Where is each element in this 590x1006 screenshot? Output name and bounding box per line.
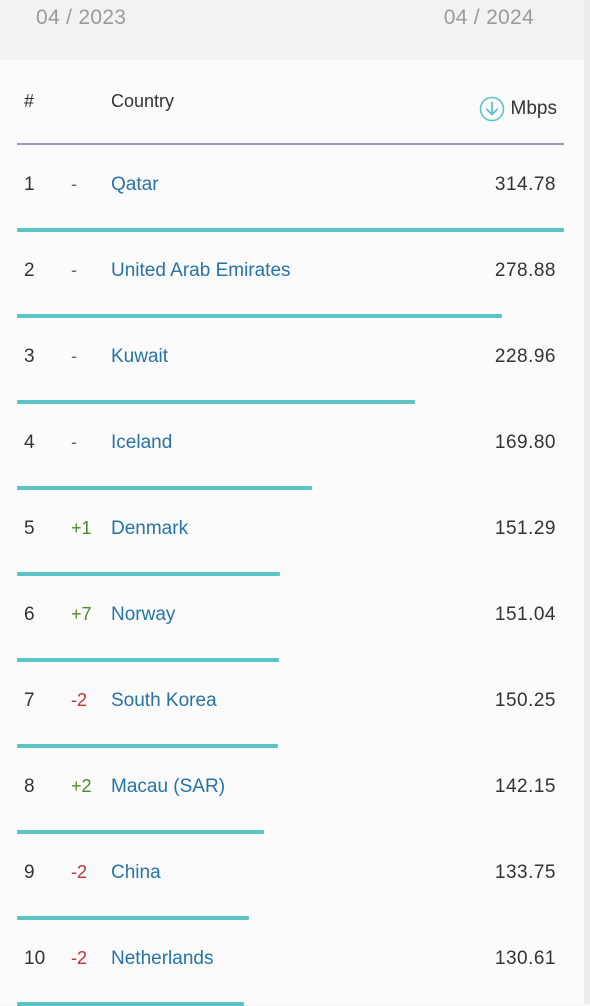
table-row[interactable]: 6 +7 Norway 151.04 — [0, 576, 584, 662]
row-speed-bar — [17, 572, 280, 576]
row-rank: 7 — [24, 690, 35, 711]
date-range: 04 / 2023 04 / 2024 — [36, 6, 534, 30]
row-rank: 4 — [24, 432, 35, 453]
row-speed-value: 278.88 — [494, 260, 556, 281]
header-rank: # — [24, 91, 35, 111]
row-rank: 10 — [24, 948, 46, 969]
header-speed-label: Mbps — [510, 98, 557, 119]
row-country-link[interactable]: Denmark — [111, 518, 189, 539]
row-country-link[interactable]: Qatar — [111, 174, 159, 195]
row-speed-bar — [17, 658, 279, 662]
row-rank-change: +2 — [71, 776, 92, 796]
row-rank-change: -2 — [71, 862, 88, 882]
row-country-link[interactable]: Macau (SAR) — [111, 776, 226, 797]
download-arrow-circle-icon — [479, 96, 504, 122]
row-rank-change: - — [71, 174, 77, 194]
row-rank: 9 — [24, 862, 35, 883]
row-country-link[interactable]: South Korea — [111, 690, 217, 711]
row-rank-change: - — [71, 432, 77, 452]
row-rank: 1 — [24, 174, 35, 195]
table-row[interactable]: 3 - Kuwait 228.96 — [0, 318, 584, 404]
table-row[interactable]: 8 +2 Macau (SAR) 142.15 — [0, 748, 584, 834]
row-rank: 6 — [24, 604, 35, 625]
row-speed-bar — [17, 314, 502, 318]
row-speed-value: 314.78 — [494, 174, 556, 195]
row-speed-bar — [17, 744, 278, 748]
table-row[interactable]: 4 - Iceland 169.80 — [0, 404, 584, 490]
row-rank: 8 — [24, 776, 35, 797]
table-row[interactable]: 9 -2 China 133.75 — [0, 834, 584, 920]
table-row[interactable]: 2 - United Arab Emirates 278.88 — [0, 232, 584, 318]
row-rank-change: - — [71, 346, 77, 366]
row-speed-bar — [17, 1002, 244, 1006]
row-speed-value: 142.15 — [494, 776, 556, 797]
date-range-start[interactable]: 04 / 2023 — [36, 6, 127, 29]
row-speed-value: 133.75 — [494, 862, 556, 883]
row-speed-value: 169.80 — [494, 432, 556, 453]
row-speed-bar — [17, 830, 264, 834]
row-speed-bar — [17, 916, 249, 920]
header-speed: Mbps — [479, 96, 557, 122]
row-speed-value: 150.25 — [494, 690, 556, 711]
row-rank-change: +1 — [71, 518, 92, 538]
ranking-table: # Country Mbps 1 - Qatar 314.78 2 - United Ara… — [0, 60, 584, 1006]
row-speed-value: 130.61 — [494, 948, 556, 969]
row-rank-change: -2 — [71, 948, 88, 968]
row-rank: 5 — [24, 518, 35, 539]
row-speed-value: 228.96 — [494, 346, 556, 367]
header-country: Country — [111, 91, 175, 111]
row-rank-change: +7 — [71, 604, 92, 624]
row-rank-change: -2 — [71, 690, 88, 710]
row-country-link[interactable]: United Arab Emirates — [111, 260, 291, 281]
row-speed-value: 151.04 — [494, 604, 556, 625]
row-country-link[interactable]: Netherlands — [111, 948, 214, 969]
row-country-link[interactable]: Norway — [111, 604, 176, 625]
row-country-link[interactable]: Kuwait — [111, 346, 169, 367]
row-rank-change: - — [71, 260, 77, 280]
row-speed-value: 151.29 — [494, 518, 556, 539]
row-rank: 3 — [24, 346, 35, 367]
table-row[interactable]: 7 -2 South Korea 150.25 — [0, 662, 584, 748]
date-range-band: 04 / 2023 04 / 2024 — [0, 0, 584, 60]
table-header: # Country Mbps — [17, 60, 564, 145]
row-speed-bar — [17, 228, 564, 232]
row-speed-bar — [17, 486, 312, 490]
scrollbar-track[interactable] — [584, 0, 590, 1004]
row-rank: 2 — [24, 260, 35, 281]
table-row[interactable]: 1 - Qatar 314.78 — [0, 146, 584, 232]
date-range-end[interactable]: 04 / 2024 — [443, 6, 534, 29]
row-country-link[interactable]: Iceland — [111, 432, 173, 453]
table-row[interactable]: 10 -2 Netherlands 130.61 — [0, 920, 584, 1006]
table-row[interactable]: 5 +1 Denmark 151.29 — [0, 490, 584, 576]
row-country-link[interactable]: China — [111, 862, 161, 883]
row-speed-bar — [17, 400, 415, 404]
